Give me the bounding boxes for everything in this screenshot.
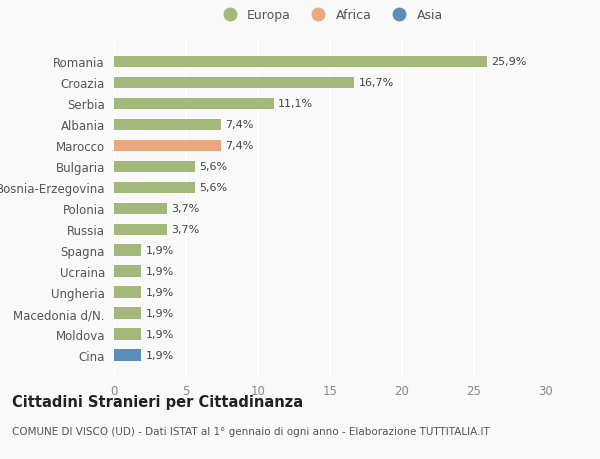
Bar [114,98,274,110]
Bar [114,245,142,257]
Bar [114,161,194,173]
Text: 7,4%: 7,4% [225,141,253,151]
Text: 11,1%: 11,1% [278,99,313,109]
Text: 1,9%: 1,9% [146,330,174,340]
Text: 3,7%: 3,7% [172,225,200,235]
Bar [114,203,167,215]
Bar [114,78,355,89]
Text: 3,7%: 3,7% [172,204,200,214]
Bar [114,119,221,131]
Bar [114,56,487,68]
Text: 5,6%: 5,6% [199,183,227,193]
Text: COMUNE DI VISCO (UD) - Dati ISTAT al 1° gennaio di ogni anno - Elaborazione TUTT: COMUNE DI VISCO (UD) - Dati ISTAT al 1° … [12,426,490,436]
Text: 1,9%: 1,9% [146,267,174,277]
Bar [114,182,194,194]
Bar [114,350,142,361]
Bar [114,224,167,235]
Text: 7,4%: 7,4% [225,120,253,130]
Text: 25,9%: 25,9% [491,57,527,67]
Bar [114,308,142,319]
Text: 16,7%: 16,7% [359,78,394,88]
Text: 1,9%: 1,9% [146,350,174,360]
Legend: Europa, Africa, Asia: Europa, Africa, Asia [217,9,443,22]
Text: 1,9%: 1,9% [146,308,174,319]
Bar [114,287,142,298]
Text: 1,9%: 1,9% [146,246,174,256]
Bar [114,329,142,340]
Text: 5,6%: 5,6% [199,162,227,172]
Text: 1,9%: 1,9% [146,288,174,297]
Bar [114,266,142,277]
Bar [114,140,221,152]
Text: Cittadini Stranieri per Cittadinanza: Cittadini Stranieri per Cittadinanza [12,394,303,409]
